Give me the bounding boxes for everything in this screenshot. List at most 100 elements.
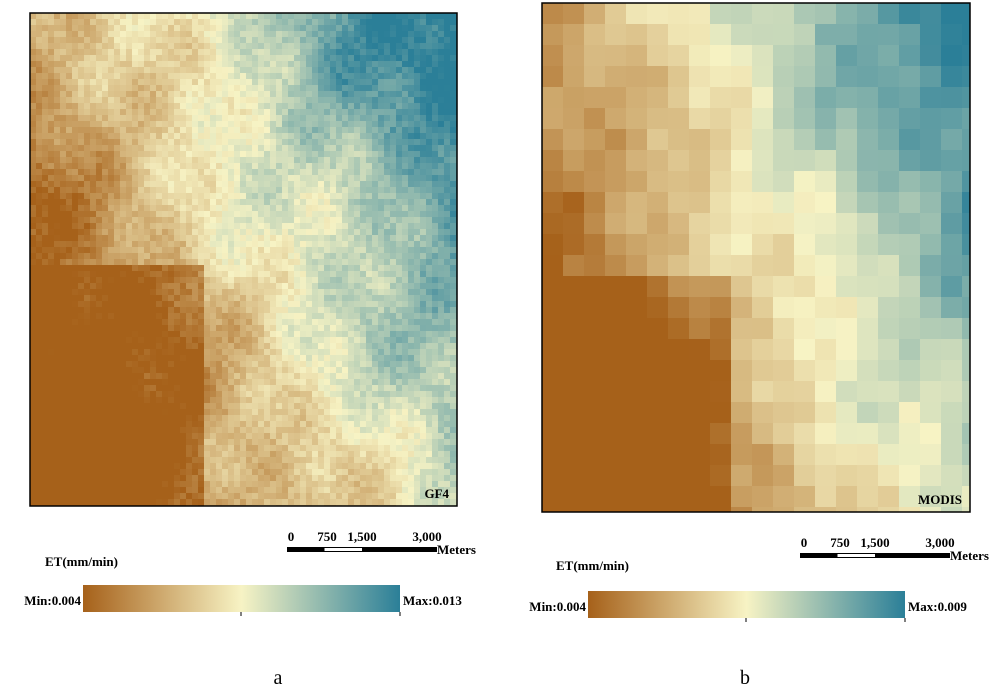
- map-cell: [144, 331, 151, 338]
- map-cell: [240, 361, 247, 368]
- map-cell: [54, 73, 61, 80]
- map-cell: [162, 469, 169, 476]
- map-cell: [336, 37, 343, 44]
- map-cell: [96, 181, 103, 188]
- map-cell: [312, 103, 319, 110]
- map-cell: [66, 73, 73, 80]
- map-cell: [126, 37, 133, 44]
- map-cell: [360, 121, 367, 128]
- map-cell: [48, 439, 55, 446]
- map-cell: [192, 163, 199, 170]
- map-cell: [216, 193, 223, 200]
- map-cell: [78, 331, 85, 338]
- map-cell: [36, 397, 43, 404]
- map-cell: [240, 67, 247, 74]
- map-cell: [120, 337, 127, 344]
- map-cell: [174, 169, 181, 176]
- map-cell: [90, 91, 97, 98]
- map-cell: [366, 199, 373, 206]
- map-cell: [228, 349, 235, 356]
- map-cell: [144, 277, 151, 284]
- map-cell: [150, 283, 157, 290]
- map-cell: [252, 193, 259, 200]
- map-cell: [342, 253, 349, 260]
- map-cell: [90, 193, 97, 200]
- map-cell: [252, 463, 259, 470]
- map-cell: [336, 49, 343, 56]
- map-cell: [156, 145, 163, 152]
- map-cell: [378, 139, 385, 146]
- map-cell: [54, 253, 61, 260]
- map-cell: [306, 223, 313, 230]
- map-cell: [360, 385, 367, 392]
- map-cell: [306, 19, 313, 26]
- map-cell: [240, 433, 247, 440]
- map-cell: [180, 103, 187, 110]
- map-cell: [186, 301, 193, 308]
- map-cell: [114, 499, 121, 506]
- map-cell: [270, 127, 277, 134]
- map-cell: [30, 163, 37, 170]
- map-cell: [258, 55, 265, 62]
- map-cell: [270, 79, 277, 86]
- map-cell: [108, 19, 115, 26]
- map-cell: [336, 43, 343, 50]
- map-cell: [60, 169, 67, 176]
- map-cell: [84, 157, 91, 164]
- map-cell: [234, 175, 241, 182]
- map-cell: [198, 253, 205, 260]
- map-cell: [162, 133, 169, 140]
- map-cell: [66, 409, 73, 416]
- map-cell: [180, 295, 187, 302]
- map-cell: [384, 43, 391, 50]
- map-cell: [186, 217, 193, 224]
- map-cell: [66, 175, 73, 182]
- map-cell: [372, 277, 379, 284]
- map-cell: [222, 301, 229, 308]
- map-cell: [126, 421, 133, 428]
- map-cell: [318, 25, 325, 32]
- map-cell: [228, 319, 235, 326]
- map-cell: [48, 469, 55, 476]
- map-cell: [306, 271, 313, 278]
- map-cell: [156, 373, 163, 380]
- map-cell: [102, 49, 109, 56]
- map-cell: [366, 121, 373, 128]
- map-cell: [54, 163, 61, 170]
- map-cell: [330, 79, 337, 86]
- map-cell: [222, 487, 229, 494]
- map-cell: [96, 67, 103, 74]
- map-cell: [204, 223, 211, 230]
- map-cell: [132, 193, 139, 200]
- map-cell: [360, 373, 367, 380]
- map-cell: [174, 319, 181, 326]
- map-cell: [246, 361, 253, 368]
- map-cell: [30, 499, 37, 506]
- map-cell: [360, 241, 367, 248]
- map-cell: [126, 121, 133, 128]
- map-cell: [312, 307, 319, 314]
- map-cell: [336, 457, 343, 464]
- map-cell: [60, 97, 67, 104]
- map-cell: [84, 319, 91, 326]
- map-cell: [306, 307, 313, 314]
- map-cell: [42, 25, 49, 32]
- map-cell: [114, 445, 121, 452]
- map-cell: [42, 151, 49, 158]
- map-cell: [342, 163, 349, 170]
- map-cell: [162, 301, 169, 308]
- map-cell: [132, 91, 139, 98]
- map-cell: [192, 61, 199, 68]
- map-cell: [378, 361, 385, 368]
- map-cell: [210, 499, 217, 506]
- map-cell: [294, 247, 301, 254]
- map-cell: [102, 253, 109, 260]
- map-cell: [234, 433, 241, 440]
- map-cell: [54, 319, 61, 326]
- map-cell: [90, 391, 97, 398]
- map-cell: [150, 127, 157, 134]
- map-cell: [210, 211, 217, 218]
- map-cell: [144, 109, 151, 116]
- map-cell: [198, 337, 205, 344]
- map-cell: [282, 295, 289, 302]
